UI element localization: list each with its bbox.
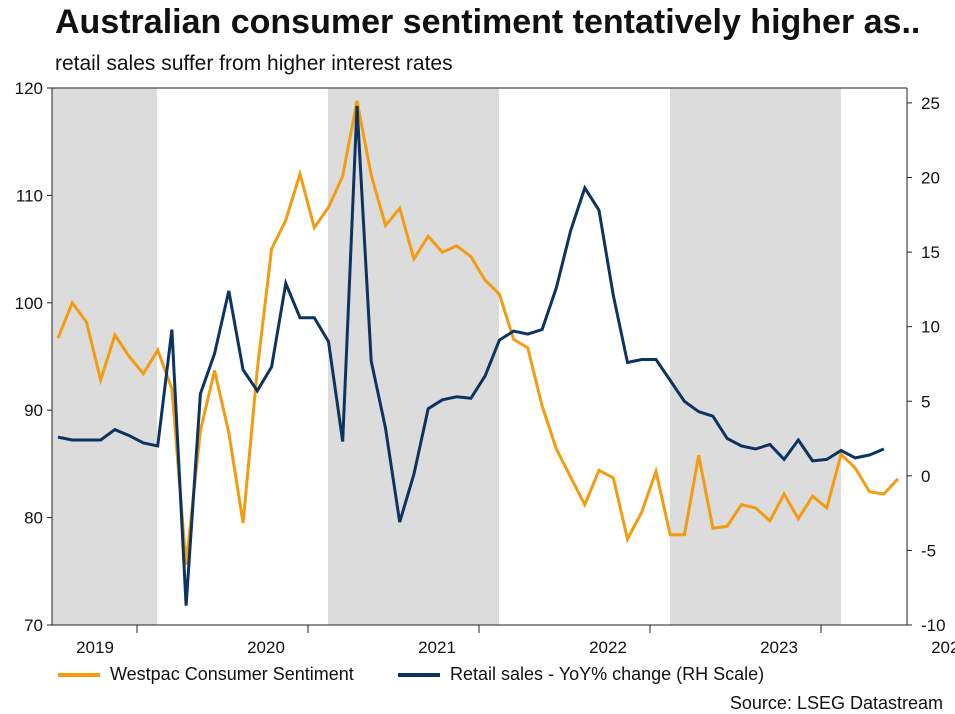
- left-tick-label-110: 110: [16, 186, 43, 205]
- right-tick-label--5: -5: [921, 541, 936, 560]
- right-tick-label-10: 10: [921, 318, 940, 337]
- shaded-band-2021: [328, 88, 499, 625]
- legend-item-retail: Retail sales - YoY% change (RH Scale): [398, 664, 764, 685]
- source-note: Source: LSEG Datastream: [729, 693, 943, 713]
- left-tick-label-120: 120: [15, 79, 43, 98]
- right-tick-label-5: 5: [921, 392, 930, 411]
- sentiment-line: [56, 100, 900, 566]
- x-tick-label-2021: 2021: [418, 638, 456, 657]
- chart-title: Australian consumer sentiment tentativel…: [55, 3, 921, 41]
- x-tick-label-2024: 2024: [931, 638, 955, 657]
- shaded-band-2019: [52, 88, 157, 625]
- legend-swatch-retail: [398, 672, 440, 677]
- right-tick-label-0: 0: [921, 467, 930, 486]
- x-tick-label-2020: 2020: [247, 638, 285, 657]
- legend-label-sentiment: Westpac Consumer Sentiment: [110, 664, 354, 684]
- legend-label-retail: Retail sales - YoY% change (RH Scale): [450, 664, 765, 684]
- right-tick-label-20: 20: [921, 169, 940, 188]
- x-tick-label-2022: 2022: [589, 638, 627, 657]
- right-tick-label-15: 15: [921, 243, 940, 262]
- shaded-band-2023: [670, 88, 841, 625]
- right-tick-label--10: -10: [921, 616, 946, 635]
- legend-swatch-sentiment: [58, 672, 100, 677]
- left-tick-label-80: 80: [24, 509, 43, 528]
- right-tick-label-25: 25: [921, 94, 940, 113]
- left-tick-label-90: 90: [24, 401, 43, 420]
- left-tick-label-100: 100: [15, 294, 43, 313]
- chart-subtitle: retail sales suffer from higher interest…: [55, 52, 453, 75]
- x-tick-label-2019: 2019: [76, 638, 114, 657]
- left-tick-label-70: 70: [24, 616, 43, 635]
- legend-item-sentiment: Westpac Consumer Sentiment: [58, 664, 354, 685]
- x-tick-label-2023: 2023: [760, 638, 798, 657]
- retail-sales-line: [57, 105, 885, 606]
